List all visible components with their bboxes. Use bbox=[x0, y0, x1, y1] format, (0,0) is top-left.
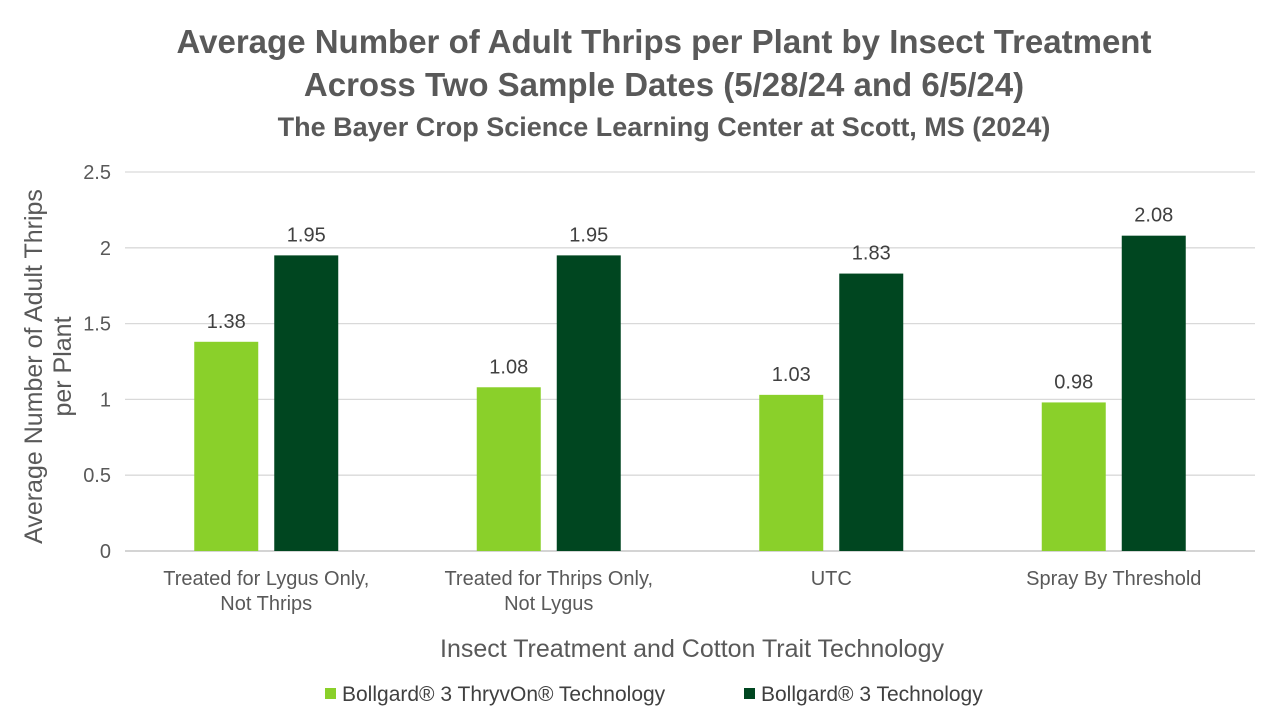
data-label: 2.08 bbox=[1134, 205, 1173, 227]
data-label: 1.38 bbox=[207, 311, 246, 333]
y-tick-label: 2.5 bbox=[83, 162, 111, 184]
y-axis-title: Average Number of Adult Thrips per Plant bbox=[20, 189, 77, 544]
x-tick-label: Spray By Threshold bbox=[1026, 568, 1201, 590]
bar bbox=[556, 255, 621, 551]
legend-swatch bbox=[325, 688, 336, 699]
bar bbox=[1121, 235, 1186, 551]
y-tick-label: 1.5 bbox=[83, 314, 111, 336]
legend-swatch bbox=[744, 688, 755, 699]
y-tick-label: 1 bbox=[100, 389, 111, 411]
y-tick-label: 2 bbox=[100, 238, 111, 260]
x-tick-label: Treated for Lygus Only, bbox=[163, 568, 369, 590]
data-label: 1.08 bbox=[489, 356, 528, 378]
bar bbox=[839, 273, 904, 551]
data-label: 0.98 bbox=[1054, 371, 1093, 393]
legend-label: Bollgard® 3 Technology bbox=[761, 683, 983, 706]
y-tick-label: 0.5 bbox=[83, 465, 111, 487]
x-tick-label: Treated for Thrips Only, bbox=[444, 568, 653, 590]
chart-subtitle: The Bayer Crop Science Learning Center a… bbox=[278, 112, 1051, 142]
chart-title-line2: Across Two Sample Dates (5/28/24 and 6/5… bbox=[304, 66, 1024, 103]
bar bbox=[759, 394, 824, 551]
bar bbox=[476, 387, 541, 551]
y-axis-title-line: per Plant bbox=[49, 316, 77, 416]
bars bbox=[194, 235, 1186, 551]
y-axis-ticks: 0 0.5 1 1.5 2 2.5 bbox=[83, 162, 111, 563]
data-label: 1.03 bbox=[772, 364, 811, 386]
bar bbox=[274, 255, 339, 551]
y-tick-label: 0 bbox=[100, 541, 111, 563]
x-axis-title: Insect Treatment and Cotton Trait Techno… bbox=[440, 635, 944, 663]
legend-label: Bollgard® 3 ThryvOn® Technology bbox=[342, 683, 666, 706]
x-tick-label: Not Thrips bbox=[220, 593, 312, 615]
legend: Bollgard® 3 ThryvOn® Technology Bollgard®… bbox=[325, 683, 983, 706]
data-labels: 1.38 1.95 1.08 1.95 1.03 1.83 0.98 2.08 bbox=[207, 205, 1173, 394]
x-axis-ticks: Treated for Lygus Only, Not Thrips Treated… bbox=[163, 568, 1201, 615]
chart-title: Average Number of Adult Thrips per Plant… bbox=[177, 23, 1152, 60]
data-label: 1.95 bbox=[287, 224, 326, 246]
x-tick-label: UTC bbox=[811, 568, 852, 590]
data-label: 1.83 bbox=[852, 243, 891, 265]
x-tick-label: Not Lygus bbox=[504, 593, 593, 615]
y-axis-title-line: Average Number of Adult Thrips bbox=[20, 189, 48, 544]
bar bbox=[1041, 402, 1106, 551]
data-label: 1.95 bbox=[569, 224, 608, 246]
bar bbox=[194, 341, 259, 551]
